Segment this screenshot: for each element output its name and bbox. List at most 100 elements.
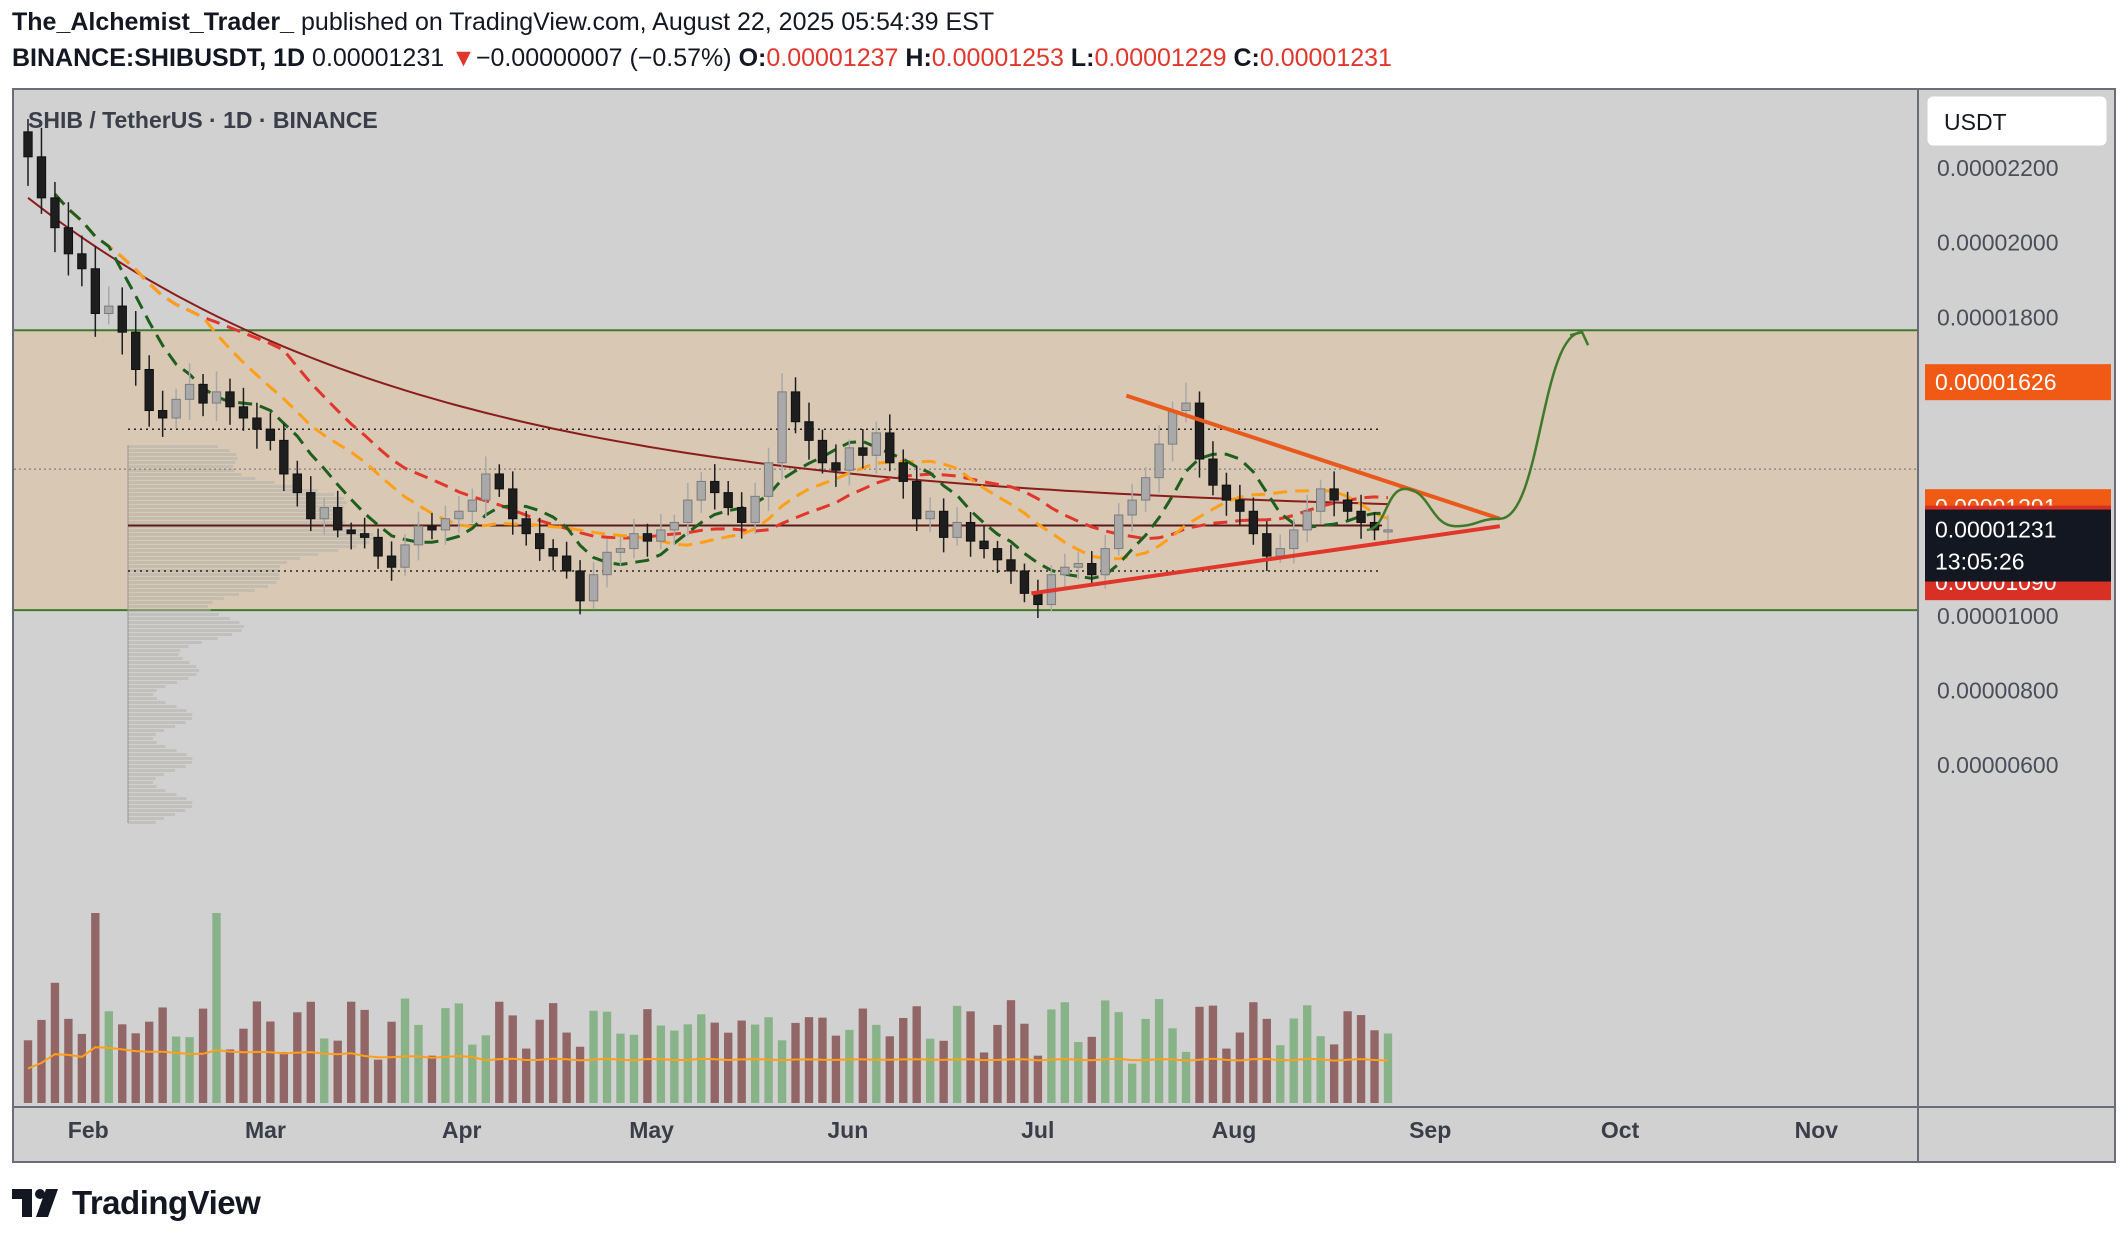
- tradingview-logo-icon: [12, 1189, 58, 1217]
- candle: [413, 525, 424, 546]
- candle: [333, 507, 343, 531]
- volume-profile-bar: [128, 617, 230, 620]
- candle: [386, 555, 397, 568]
- volume-bar: [1181, 1051, 1191, 1103]
- volume-ma-line: [27, 1046, 1389, 1070]
- candle: [319, 507, 329, 520]
- volume-bar: [495, 1001, 504, 1103]
- volume-profile-bar: [128, 741, 157, 744]
- candle: [952, 521, 962, 538]
- volume-profile-bar: [128, 709, 187, 712]
- volume-bar: [481, 1035, 490, 1103]
- volume-profile-bar: [128, 813, 176, 816]
- candle: [1329, 488, 1339, 501]
- volume-profile-bar: [128, 461, 236, 464]
- candle: [1033, 592, 1043, 606]
- candle: [427, 525, 437, 531]
- volume-bar: [171, 1036, 181, 1103]
- volume-profile-bar: [128, 477, 256, 480]
- volume-bar: [993, 1024, 1002, 1103]
- projection-path[interactable]: [1366, 330, 1583, 532]
- candle: [656, 529, 666, 542]
- volume-profile-bar: [128, 465, 234, 468]
- candle: [548, 548, 558, 557]
- ma-green-dashed: [53, 193, 1388, 580]
- volume-bar: [791, 1022, 800, 1103]
- volume-profile-bar: [128, 469, 235, 472]
- triangle-support-line[interactable]: [1031, 524, 1501, 596]
- candle: [642, 533, 653, 542]
- volume-bar: [629, 1034, 639, 1103]
- volume-profile-bar: [128, 489, 318, 492]
- candle: [440, 518, 451, 531]
- candle: [1315, 488, 1326, 512]
- candle: [1262, 533, 1272, 557]
- currency-label: USDT: [1944, 109, 2007, 135]
- volume-profile-bar: [128, 525, 356, 528]
- bar-countdown-label: 13:05:26: [1935, 549, 2025, 575]
- candle: [23, 131, 33, 158]
- candle: [1060, 566, 1070, 576]
- volume-bar: [400, 998, 410, 1103]
- candle: [1194, 402, 1205, 460]
- volume-profile-bar: [128, 689, 157, 692]
- volume-profile-bar: [128, 805, 192, 808]
- volume-bar: [158, 1007, 167, 1103]
- volume-profile-bar: [128, 577, 280, 580]
- candle: [265, 428, 276, 441]
- candle: [817, 439, 828, 464]
- volume-bar: [737, 1020, 746, 1103]
- candle: [777, 391, 787, 464]
- candle: [1154, 443, 1164, 479]
- candle: [346, 529, 356, 535]
- author-name[interactable]: The_Alchemist_Trader_: [12, 8, 295, 36]
- tradingview-logo[interactable]: TradingView: [12, 1184, 261, 1222]
- volume-profile-bar: [128, 665, 197, 668]
- volume-profile-bar: [128, 781, 154, 784]
- candle: [1087, 563, 1097, 576]
- candle: [736, 507, 747, 523]
- volume-bar: [562, 1032, 571, 1103]
- volume-profile-bar: [128, 453, 237, 456]
- volume-profile-bar: [128, 693, 154, 696]
- candle: [63, 227, 74, 255]
- candle: [90, 268, 101, 315]
- price-tick-label: 0.00002200: [1937, 155, 2059, 181]
- currency-button[interactable]: USDT: [1926, 95, 2108, 147]
- ma-200-line: [27, 197, 1389, 506]
- volume-profile-bar: [128, 737, 154, 740]
- volume-profile-bar: [128, 481, 275, 484]
- triangle-resistance-line[interactable]: [1125, 393, 1501, 521]
- volume-profile-bar: [128, 529, 366, 532]
- candle: [885, 432, 895, 464]
- price-tick-label: 0.00000800: [1937, 677, 2059, 703]
- candle: [131, 331, 141, 370]
- candle: [669, 521, 680, 531]
- volume-profile-bar: [128, 485, 297, 488]
- price-tick-label: 0.00001800: [1937, 304, 2059, 330]
- candle: [50, 197, 60, 229]
- volume-profile-bar: [128, 657, 183, 660]
- volume-profile-bar: [128, 749, 177, 752]
- volume-bar: [683, 1024, 692, 1103]
- last-price: 0.00001231: [312, 44, 445, 72]
- volume-bar: [145, 1021, 154, 1103]
- volume-profile-bar: [128, 473, 242, 476]
- volume-profile-bar: [128, 509, 341, 512]
- time-tick-label: Mar: [245, 1117, 286, 1143]
- volume-profile-bar: [128, 573, 280, 576]
- volume-bar: [602, 1011, 612, 1103]
- volume-bar: [724, 1032, 733, 1103]
- candle: [1383, 529, 1393, 533]
- price-label-bg: [1925, 364, 2111, 401]
- volume-profile-bar: [128, 537, 376, 540]
- volume-bar: [966, 1011, 975, 1103]
- volume-bar: [858, 1008, 868, 1103]
- volume-bar: [1329, 1044, 1339, 1103]
- volume-bar: [293, 1012, 302, 1103]
- volume-bar: [1383, 1033, 1393, 1103]
- volume-profile-bar: [128, 761, 192, 764]
- volume-profile-bar: [128, 717, 192, 720]
- chart-canvas[interactable]: SHIB / TetherUS · 1D · BINANCE USDT 0.00…: [12, 88, 2116, 1163]
- volume-profile-bar: [128, 821, 156, 824]
